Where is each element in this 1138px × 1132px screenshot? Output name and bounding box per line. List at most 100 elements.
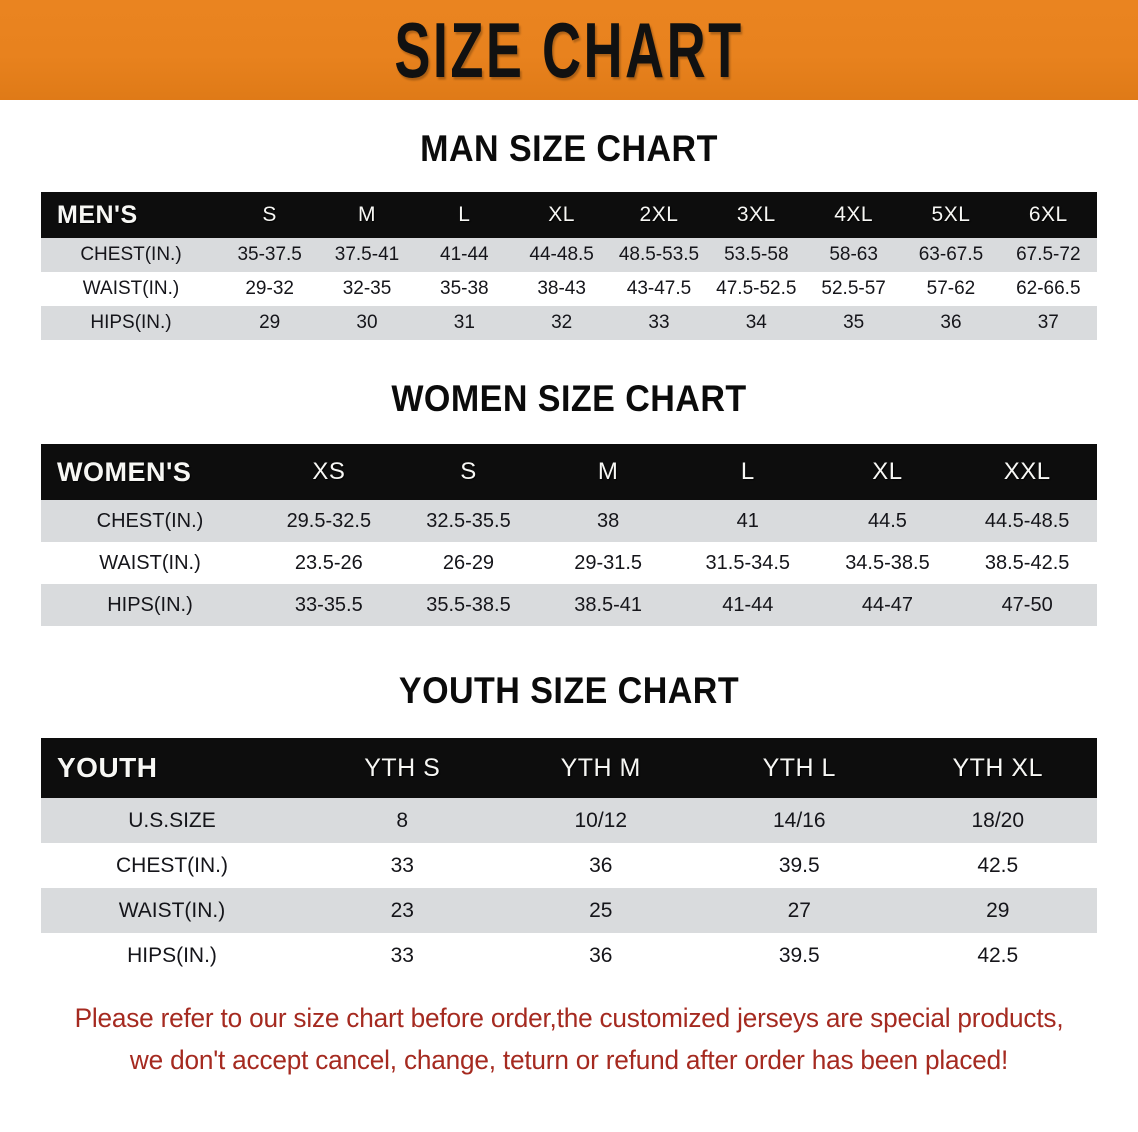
man-cell: 32 <box>512 306 611 340</box>
man-section-title: MAN SIZE CHART <box>420 128 718 169</box>
youth-table-wrapper: YOUTH YTH S YTH M YTH L YTH XL U.S.SIZE 8 10/1… <box>0 738 1138 978</box>
man-row-label: WAIST(IN.) <box>41 272 221 306</box>
table-row: WAIST(IN.) 23.5-26 26-29 29-31.5 31.5-34.5 34… <box>41 542 1097 584</box>
youth-cell: 10/12 <box>501 798 700 843</box>
man-column-header: 3XL <box>736 203 776 226</box>
youth-cell: 42.5 <box>898 933 1097 978</box>
man-table-wrapper: MEN'S S M L XL 2XL 3XL 4XL 5XL 6XL CHEST(IN.) 35-3… <box>0 192 1138 340</box>
women-cell: 44.5 <box>817 500 958 542</box>
man-cell: 67.5-72 <box>999 238 1097 272</box>
man-cell: 62-66.5 <box>999 272 1097 306</box>
man-cell: 41-44 <box>415 238 513 272</box>
youth-table-header-row: YOUTH YTH S YTH M YTH L YTH XL <box>41 738 1097 798</box>
table-row: CHEST(IN.) 35-37.5 37.5-41 41-44 44-48.5 48.5… <box>41 238 1097 272</box>
women-column-header: M <box>597 458 619 485</box>
man-cell: 37.5-41 <box>318 238 416 272</box>
man-cell: 47.5-52.5 <box>707 272 805 306</box>
man-cell: 31 <box>415 306 513 340</box>
banner-title: SIZE CHART <box>394 6 744 94</box>
man-column-header: S <box>262 203 277 226</box>
women-column-header: XL <box>872 458 903 485</box>
women-size-table: WOMEN'S XS S M L XL XXL CHEST(IN.) 29.5-32.5 32.… <box>41 444 1097 626</box>
man-cell: 52.5-57 <box>804 272 903 306</box>
table-row: HIPS(IN.) 33 36 39.5 42.5 <box>41 933 1097 978</box>
youth-cell: 39.5 <box>700 843 899 888</box>
women-cell: 47-50 <box>957 584 1097 626</box>
women-column-header: XXL <box>1003 458 1051 485</box>
man-cell: 48.5-53.5 <box>610 238 708 272</box>
man-column-header: XL <box>548 203 575 226</box>
women-row-label: WAIST(IN.) <box>41 542 259 584</box>
women-cell: 34.5-38.5 <box>817 542 958 584</box>
man-cell: 32-35 <box>318 272 416 306</box>
women-cell: 35.5-38.5 <box>398 584 539 626</box>
man-cell: 29 <box>221 306 319 340</box>
women-cell: 44-47 <box>817 584 958 626</box>
table-row: U.S.SIZE 8 10/12 14/16 18/20 <box>41 798 1097 843</box>
youth-cell: 25 <box>501 888 700 933</box>
youth-column-header: YTH L <box>762 753 836 782</box>
youth-table-body: U.S.SIZE 8 10/12 14/16 18/20 CHEST(IN.) 33 36 39… <box>41 798 1097 978</box>
women-cell: 44.5-48.5 <box>957 500 1097 542</box>
disclaimer-line-2: we don't accept cancel, change, teturn o… <box>129 1044 1009 1075</box>
youth-cell: 39.5 <box>700 933 899 978</box>
man-table-corner-label: MEN'S <box>57 200 138 229</box>
women-cell: 31.5-34.5 <box>677 542 818 584</box>
man-column-header: 4XL <box>834 203 874 226</box>
man-row-label: CHEST(IN.) <box>41 238 221 272</box>
youth-section-title: YOUTH SIZE CHART <box>398 670 740 711</box>
man-table-header-row: MEN'S S M L XL 2XL 3XL 4XL 5XL 6XL <box>41 192 1097 238</box>
women-cell: 29.5-32.5 <box>259 500 399 542</box>
disclaimer: Please refer to our size chart before or… <box>17 998 1121 1082</box>
man-column-header: L <box>458 203 471 226</box>
women-cell: 23.5-26 <box>259 542 399 584</box>
man-cell: 38-43 <box>512 272 611 306</box>
table-row: CHEST(IN.) 33 36 39.5 42.5 <box>41 843 1097 888</box>
women-row-label: CHEST(IN.) <box>41 500 259 542</box>
women-column-header: L <box>740 458 755 485</box>
youth-row-label: U.S.SIZE <box>41 798 303 843</box>
man-cell: 53.5-58 <box>707 238 805 272</box>
women-table-header-row: WOMEN'S XS S M L XL XXL <box>41 444 1097 500</box>
man-cell: 30 <box>318 306 416 340</box>
youth-cell: 36 <box>501 843 700 888</box>
man-cell: 35 <box>804 306 903 340</box>
youth-column-header: YTH S <box>364 753 441 782</box>
youth-cell: 36 <box>501 933 700 978</box>
table-row: WAIST(IN.) 29-32 32-35 35-38 38-43 43-47.5 47.… <box>41 272 1097 306</box>
man-column-header: 5XL <box>931 203 971 226</box>
women-cell: 29-31.5 <box>538 542 678 584</box>
youth-cell: 18/20 <box>898 798 1097 843</box>
man-row-label: HIPS(IN.) <box>41 306 221 340</box>
women-table-corner-label: WOMEN'S <box>57 456 192 487</box>
women-cell: 38.5-41 <box>538 584 678 626</box>
man-column-header: M <box>357 203 376 226</box>
man-cell: 63-67.5 <box>902 238 1000 272</box>
man-table-body: CHEST(IN.) 35-37.5 37.5-41 41-44 44-48.5 48.5… <box>41 238 1097 340</box>
women-row-label: HIPS(IN.) <box>41 584 259 626</box>
man-size-table: MEN'S S M L XL 2XL 3XL 4XL 5XL 6XL CHEST(IN.) 35-3… <box>41 192 1097 340</box>
youth-row-label: CHEST(IN.) <box>41 843 303 888</box>
youth-column-header: YTH XL <box>952 753 1044 782</box>
women-cell: 38 <box>538 500 678 542</box>
youth-cell: 29 <box>898 888 1097 933</box>
women-cell: 33-35.5 <box>259 584 399 626</box>
youth-column-header: YTH M <box>560 753 641 782</box>
women-table-body: CHEST(IN.) 29.5-32.5 32.5-35.5 38 41 44.5 44.5… <box>41 500 1097 626</box>
women-cell: 41-44 <box>677 584 818 626</box>
man-cell: 37 <box>999 306 1097 340</box>
women-cell: 41 <box>677 500 818 542</box>
women-cell: 38.5-42.5 <box>957 542 1097 584</box>
table-row: HIPS(IN.) 29 30 31 32 33 34 35 36 37 <box>41 306 1097 340</box>
youth-cell: 42.5 <box>898 843 1097 888</box>
youth-row-label: HIPS(IN.) <box>41 933 303 978</box>
man-cell: 35-37.5 <box>221 238 319 272</box>
youth-cell: 23 <box>303 888 502 933</box>
women-column-header: XS <box>312 458 346 485</box>
youth-row-label: WAIST(IN.) <box>41 888 303 933</box>
youth-cell: 33 <box>303 933 502 978</box>
man-cell: 35-38 <box>415 272 513 306</box>
table-row: HIPS(IN.) 33-35.5 35.5-38.5 38.5-41 41-44 44-… <box>41 584 1097 626</box>
man-cell: 34 <box>707 306 805 340</box>
